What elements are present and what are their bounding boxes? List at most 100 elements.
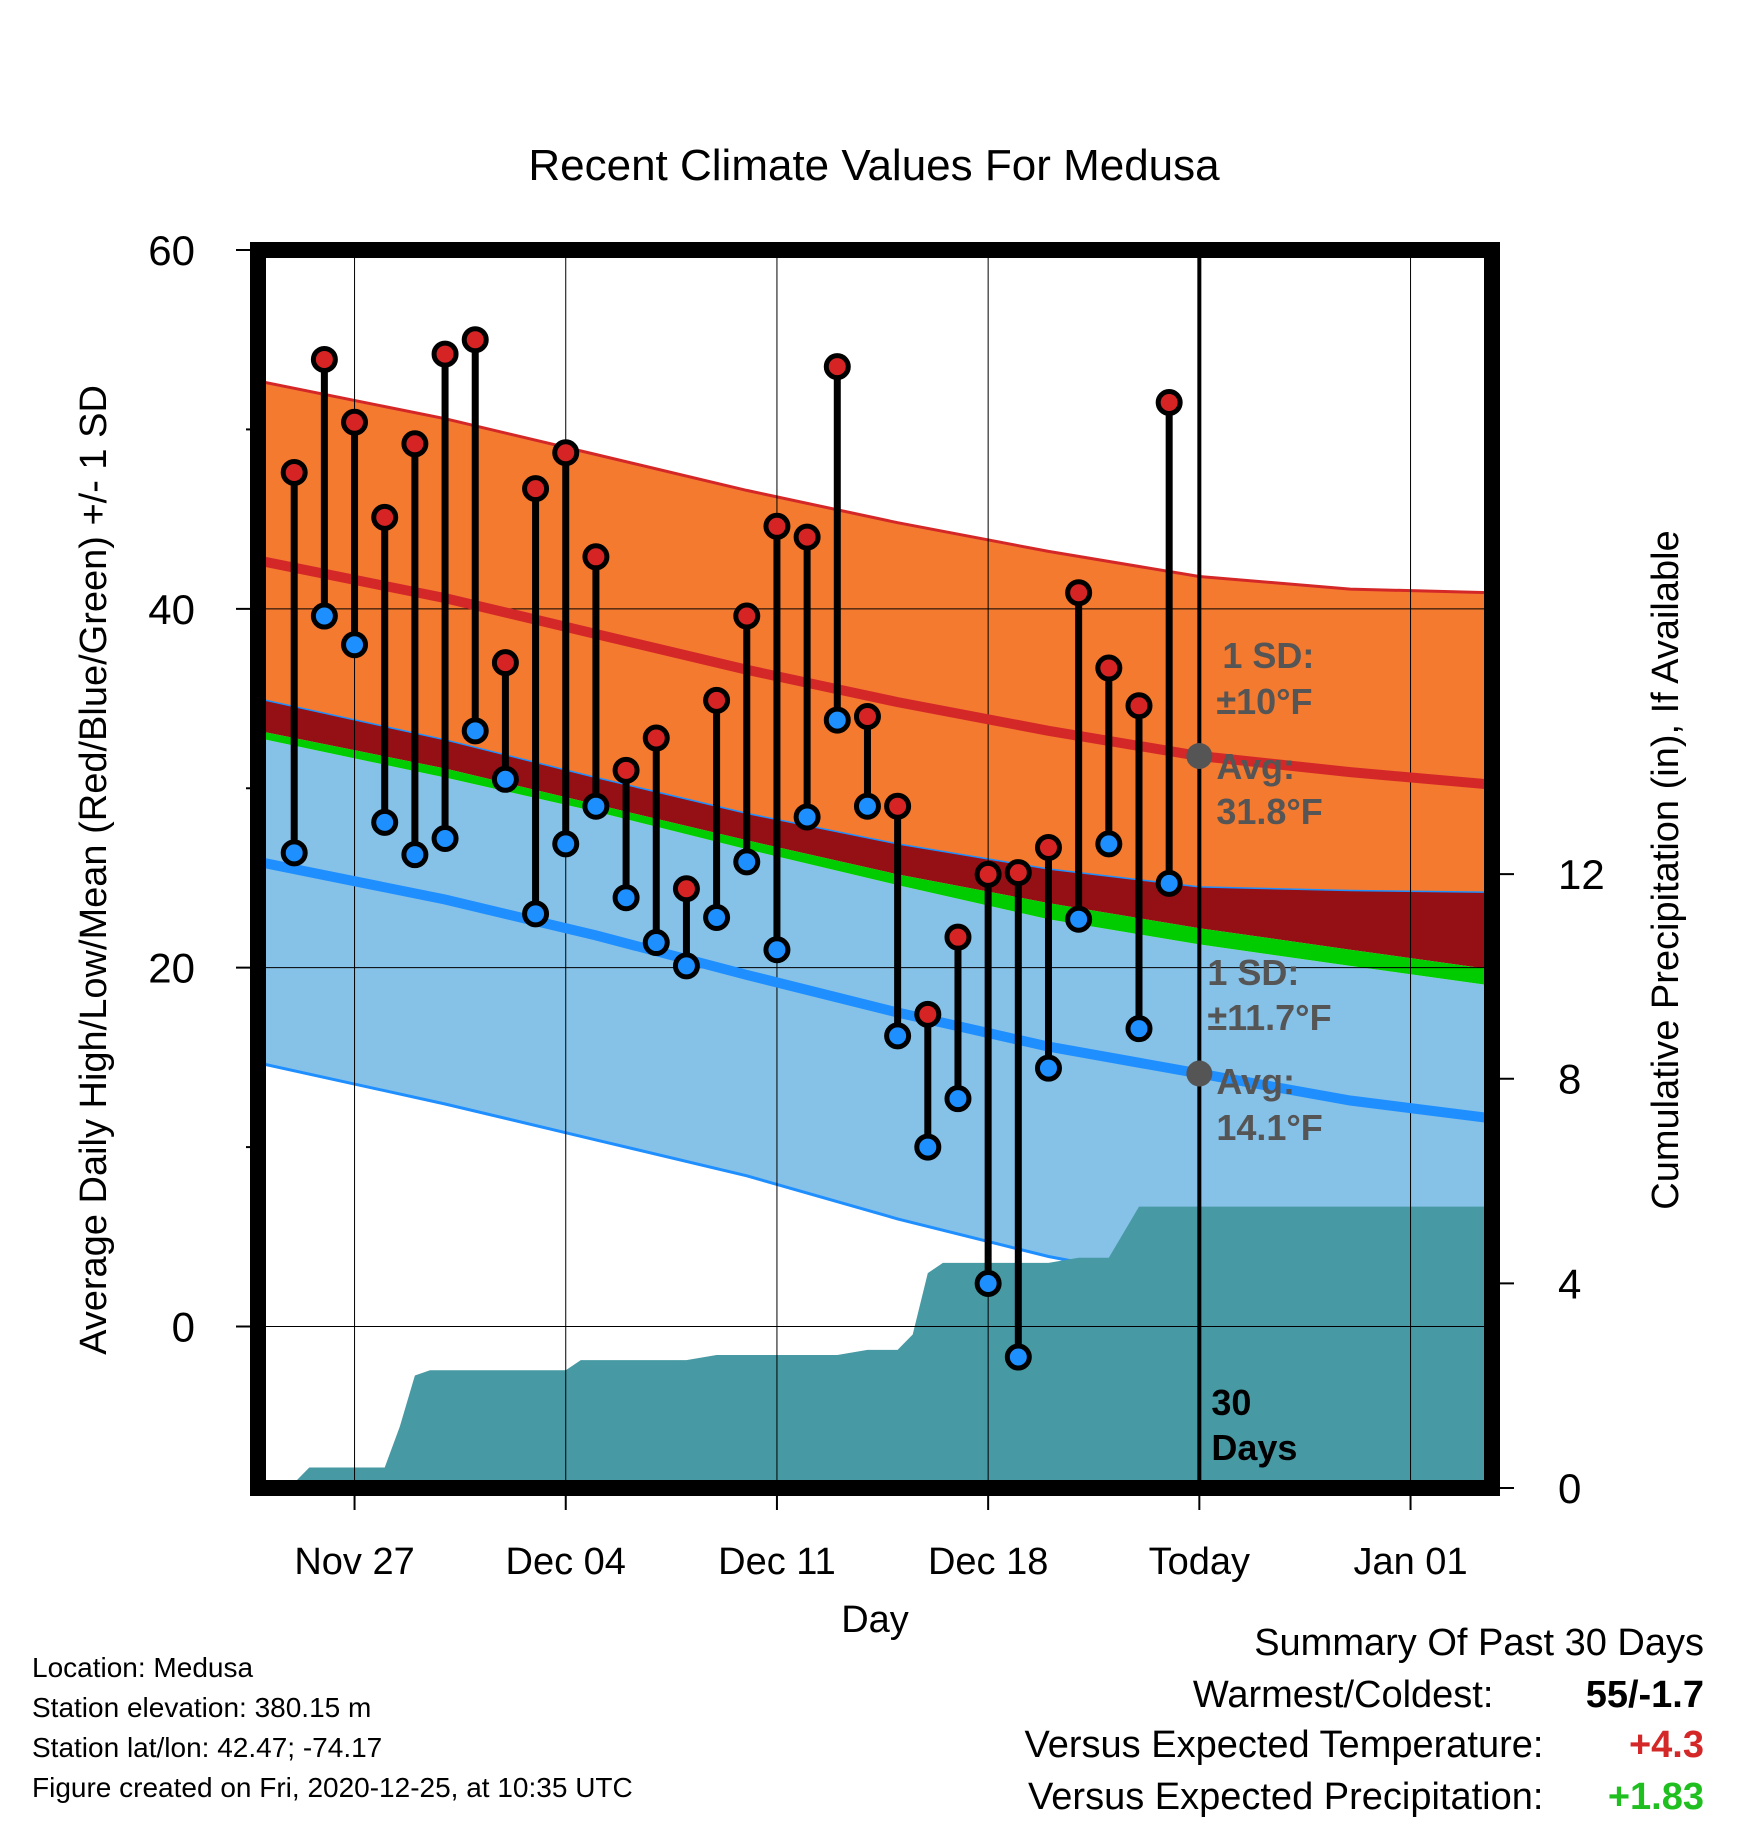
- summary-title: Summary Of Past 30 Days: [1254, 1622, 1704, 1664]
- obs-high-point: [431, 340, 459, 368]
- obs-low-point: [1034, 1054, 1062, 1082]
- warmest-coldest-value: 55/-1.7: [1585, 1674, 1704, 1716]
- low-avg-value: 14.1°F: [1216, 1107, 1322, 1148]
- obs-low-point: [431, 824, 459, 852]
- obs-high-point: [853, 702, 881, 730]
- obs-high-point: [1034, 833, 1062, 861]
- obs-low-point: [522, 900, 550, 928]
- low-sd-value: ±11.7°F: [1207, 997, 1331, 1038]
- obs-high-point: [703, 686, 731, 714]
- obs-high-point: [371, 503, 399, 531]
- station-info: Location: Medusa Station elevation: 380.…: [32, 1648, 633, 1808]
- obs-low-point: [341, 631, 369, 659]
- obs-high-point: [280, 458, 308, 486]
- obs-high-point: [823, 353, 851, 381]
- warmest-coldest-label: Warmest/Coldest:: [1192, 1674, 1494, 1716]
- obs-high-point: [1125, 692, 1153, 720]
- y-tick-label-left: 0: [172, 1304, 195, 1351]
- obs-low-point: [974, 1269, 1002, 1297]
- x-tick-label: Today: [1149, 1541, 1250, 1583]
- obs-low-point: [401, 841, 429, 869]
- obs-high-point: [793, 523, 821, 551]
- obs-low-point: [914, 1133, 942, 1161]
- obs-low-point: [733, 848, 761, 876]
- obs-high-point: [522, 475, 550, 503]
- x-tick-label: Jan 01: [1353, 1541, 1467, 1583]
- high-avg-value: 31.8°F: [1216, 791, 1322, 832]
- elevation-text: Station elevation: 380.15 m: [32, 1692, 372, 1723]
- mean-high-band: [258, 698, 1492, 970]
- obs-low-point: [763, 936, 791, 964]
- axes: 0 20 40 60 0 4 8 12 Nov 27 Dec 04 Dec 11 Dec 18 Toda…: [148, 227, 1604, 1583]
- obs-low-point: [642, 929, 670, 957]
- y-tick-label-left: 20: [148, 945, 195, 992]
- precip-row: Versus Expected Precipitation: +1.83: [1028, 1776, 1704, 1819]
- obs-high-point: [310, 345, 338, 373]
- obs-low-point: [491, 765, 519, 793]
- obs-high-point: [1004, 859, 1032, 887]
- high-sd-value: ±10°F: [1216, 681, 1312, 722]
- high-avg-marker: [1186, 742, 1213, 769]
- days-number-label: 30: [1211, 1382, 1251, 1423]
- y-axis-label-left: Average Daily High/Low/Mean (Red/Blue/Gr…: [73, 385, 115, 1355]
- x-tick-label: Nov 27: [294, 1541, 414, 1583]
- obs-low-point: [371, 808, 399, 836]
- low-sd-band: [258, 738, 1492, 1331]
- obs-high-point: [914, 1000, 942, 1028]
- obs-low-point: [703, 903, 731, 931]
- obs-low-point: [1155, 869, 1183, 897]
- obs-high-point: [341, 408, 369, 436]
- low-avg-label: Avg:: [1216, 1061, 1295, 1102]
- obs-high-point: [1095, 654, 1123, 682]
- obs-low-point: [612, 884, 640, 912]
- obs-high-point: [461, 326, 489, 354]
- created-text: Figure created on Fri, 2020-12-25, at 10…: [32, 1772, 633, 1803]
- obs-high-point: [944, 923, 972, 951]
- obs-high-point: [642, 724, 670, 752]
- obs-high-point: [884, 792, 912, 820]
- location-text: Location: Medusa: [32, 1652, 254, 1683]
- obs-low-point: [461, 717, 489, 745]
- obs-high-point: [974, 860, 1002, 888]
- obs-low-point: [1095, 830, 1123, 858]
- y-tick-label-left: 40: [148, 586, 195, 633]
- obs-high-point: [491, 649, 519, 677]
- latlon-text: Station lat/lon: 42.47; -74.17: [32, 1732, 383, 1763]
- obs-high-point: [582, 543, 610, 571]
- obs-low-point: [884, 1022, 912, 1050]
- temp-row: Versus Expected Temperature: +4.3: [1025, 1724, 1704, 1767]
- y-axis-label-right: Cumulative Precipitation (in), If Availa…: [1645, 530, 1687, 1209]
- y-tick-label-right: 4: [1558, 1260, 1581, 1307]
- obs-high-point: [1065, 579, 1093, 607]
- high-normal-line: [258, 555, 1492, 790]
- obs-low-point: [1004, 1343, 1032, 1371]
- obs-low-point: [672, 952, 700, 980]
- high-sd-label: 1 SD:: [1222, 635, 1314, 676]
- obs-low-point: [1065, 905, 1093, 933]
- low-sd-label: 1 SD:: [1207, 952, 1299, 993]
- obs-high-point: [401, 430, 429, 458]
- y-tick-label-right: 12: [1558, 851, 1605, 898]
- obs-low-point: [552, 830, 580, 858]
- chart-title: Recent Climate Values For Medusa: [528, 141, 1220, 190]
- obs-low-point: [582, 792, 610, 820]
- obs-low-point: [310, 602, 338, 630]
- x-tick-label: Dec 11: [718, 1541, 836, 1583]
- warmest-coldest-row: Warmest/Coldest: 55/-1.7: [1193, 1674, 1704, 1717]
- precip-area: [279, 1206, 1492, 1488]
- obs-high-point: [1155, 389, 1183, 417]
- precip-value: +1.83: [1607, 1776, 1704, 1818]
- temp-value: +4.3: [1628, 1724, 1704, 1766]
- obs-low-point: [1125, 1015, 1153, 1043]
- y-tick-label-right: 0: [1558, 1465, 1581, 1512]
- y-tick-label-left: 60: [148, 227, 195, 274]
- obs-low-point: [853, 792, 881, 820]
- plot-frame: [250, 242, 1500, 1496]
- obs-high-point: [552, 439, 580, 467]
- obs-low-point: [944, 1085, 972, 1113]
- low-avg-marker: [1186, 1060, 1213, 1087]
- high-avg-label: Avg:: [1216, 746, 1295, 787]
- days-word-label: Days: [1211, 1427, 1297, 1468]
